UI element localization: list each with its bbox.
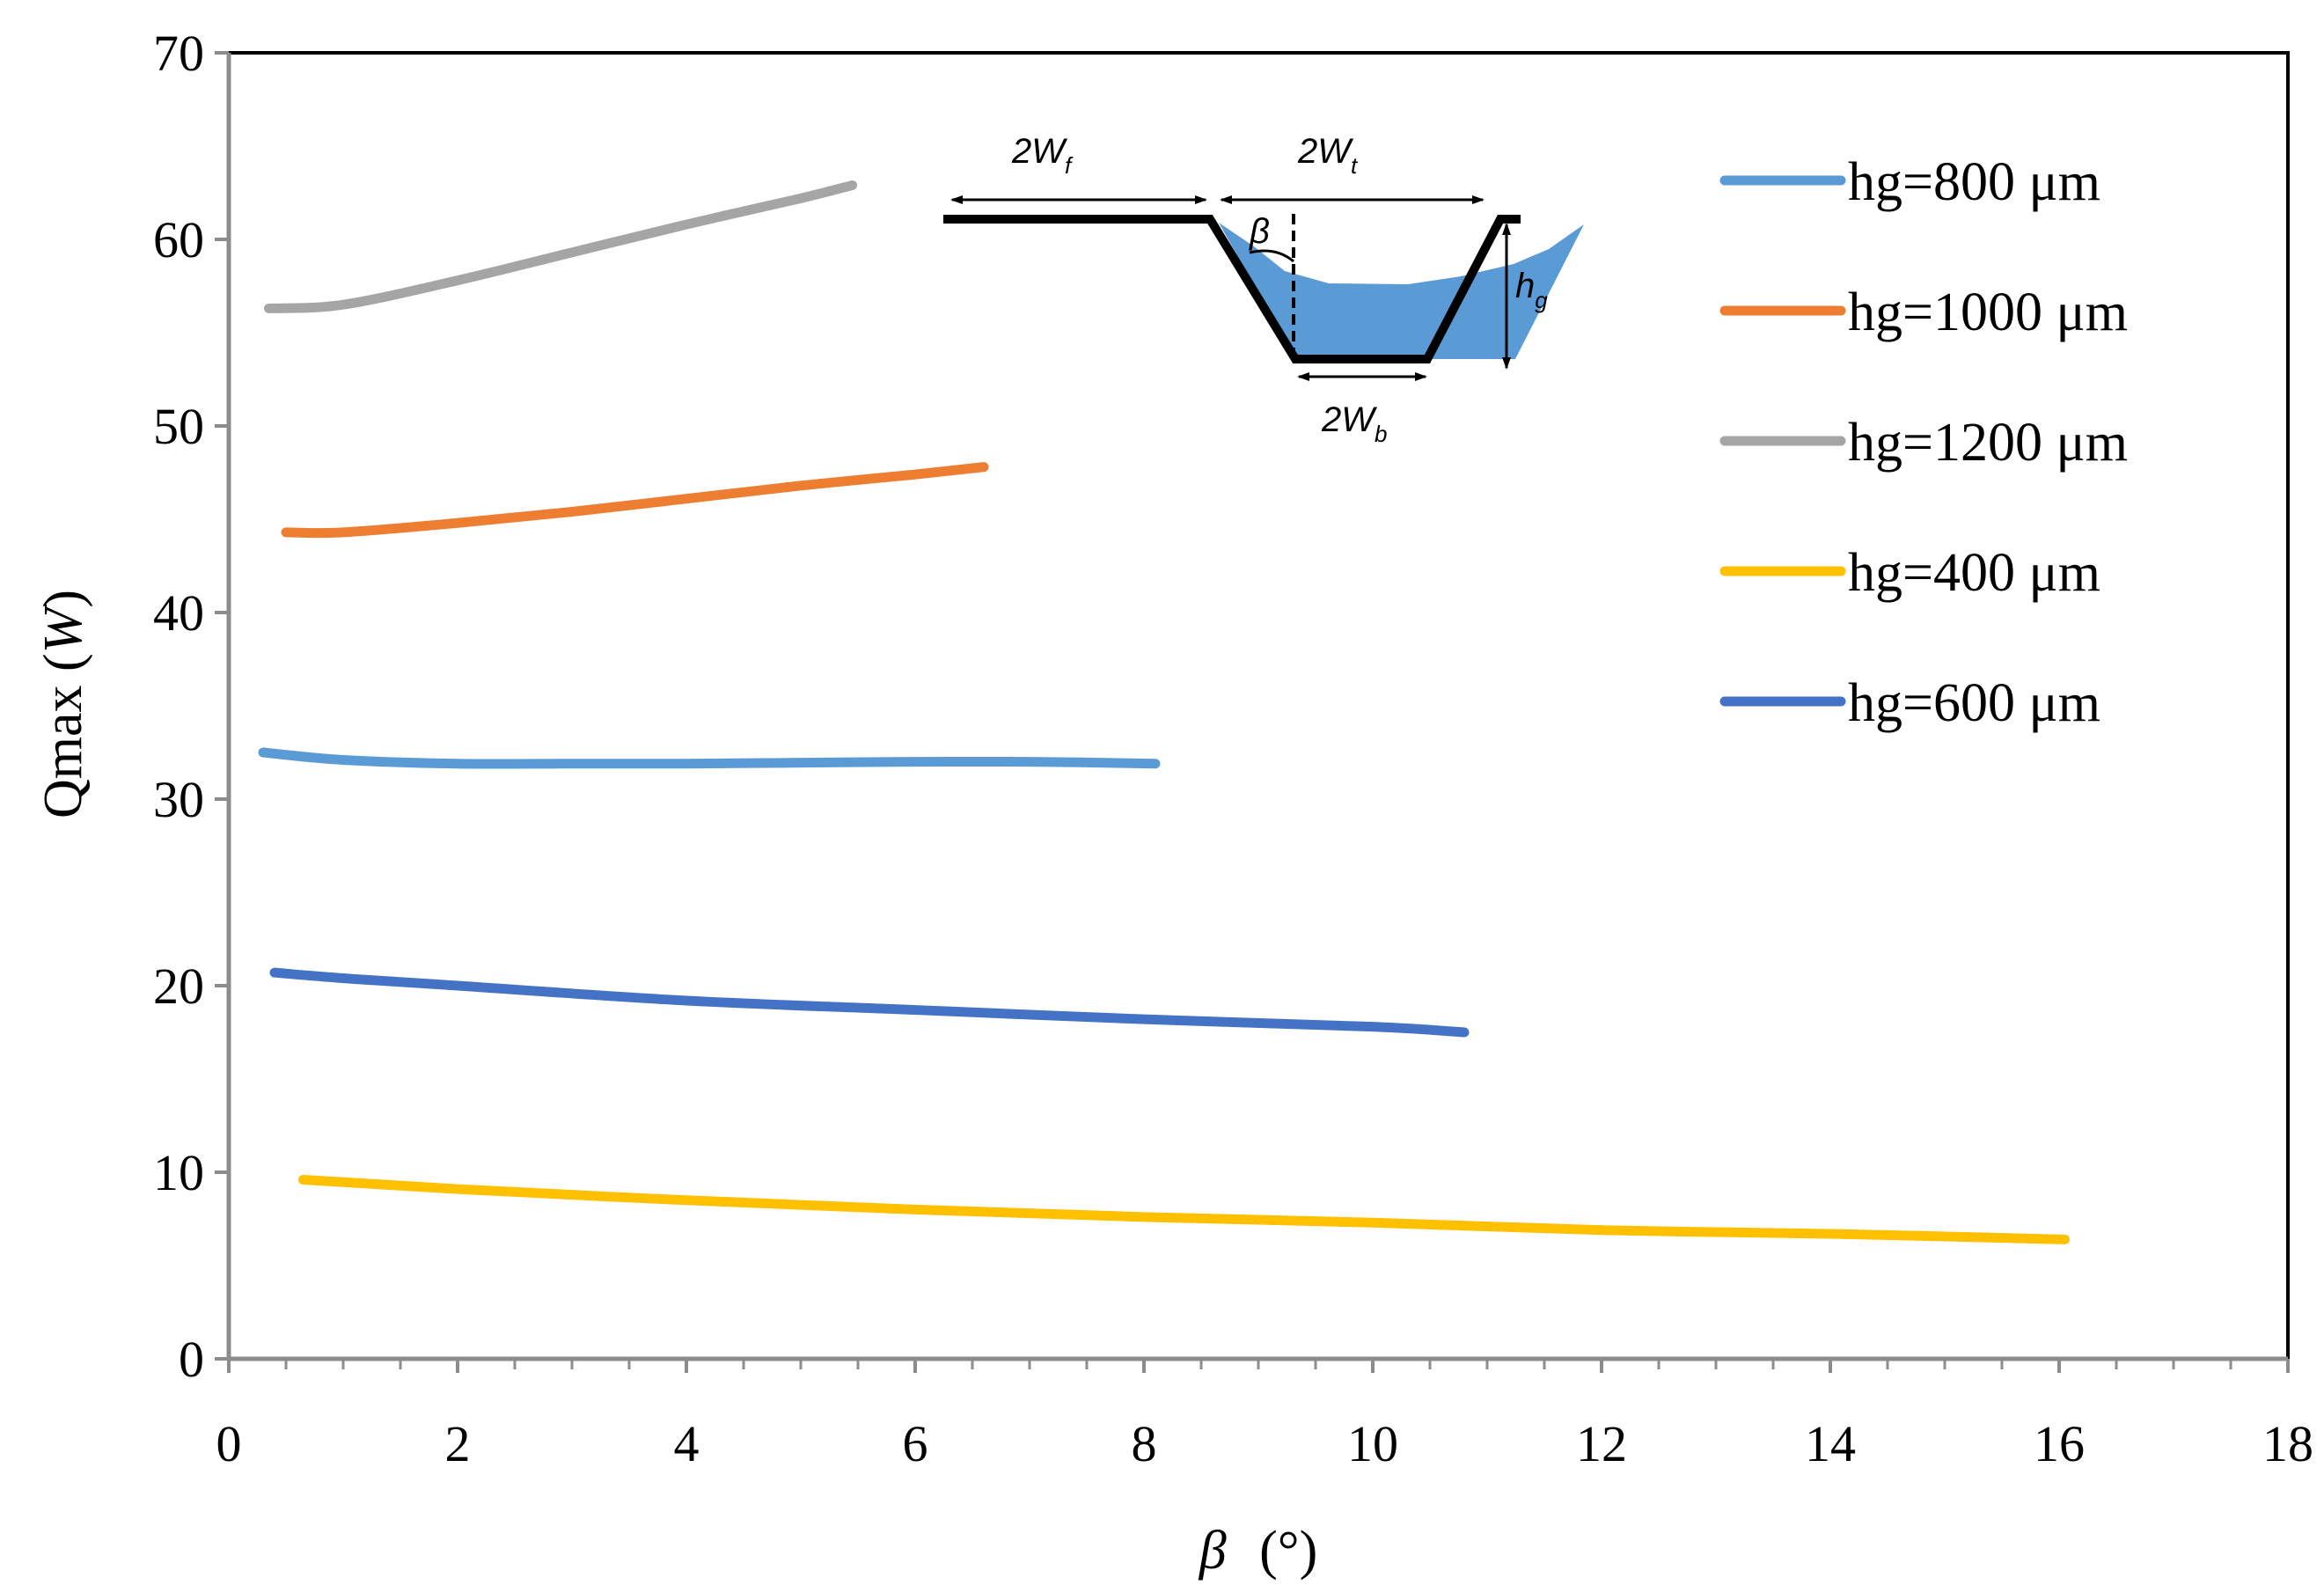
- y-tick-label: 60: [153, 211, 204, 268]
- x-tick-label: 2: [445, 1415, 471, 1472]
- x-tick-label: 12: [1576, 1415, 1627, 1472]
- y-tick-label: 70: [153, 25, 204, 82]
- x-tick-label: 8: [1132, 1415, 1157, 1472]
- wb-label: 2Wb: [1321, 400, 1387, 447]
- x-axis-unit: (°): [1259, 1521, 1317, 1581]
- legend-label-2: hg=1200 μm: [1848, 413, 2128, 473]
- y-tick-label: 30: [153, 771, 204, 828]
- y-axis-title: Qmax (W): [33, 590, 93, 818]
- y-tick-label: 10: [153, 1144, 204, 1201]
- x-axis-title: β (°): [1199, 1521, 1317, 1581]
- y-tick-label: 20: [153, 958, 204, 1015]
- legend-label-1: hg=1000 μm: [1848, 283, 2128, 342]
- x-axis-symbol: β: [1199, 1521, 1227, 1581]
- y-axis-quantity: Qmax: [33, 685, 93, 818]
- groove-fluid: [1219, 223, 1584, 359]
- groove-wall: [943, 215, 1521, 363]
- series-line-0: [258, 747, 1161, 769]
- legend: hg=800 μm hg=1000 μm hg=1200 μm hg=400 μm hg…: [1719, 152, 2128, 733]
- beta-label: β: [1249, 212, 1270, 251]
- series-line-4: [269, 967, 1470, 1038]
- legend-label-3: hg=400 μm: [1848, 543, 2100, 603]
- legend-label-0: hg=800 μm: [1848, 152, 2100, 212]
- series-line-2: [264, 180, 857, 313]
- hg-label: hg: [1515, 267, 1548, 313]
- x-tick-label: 0: [216, 1415, 242, 1472]
- axis-tick-labels: 0 2 4 6 8 10 12 14 16 18 0 10 20 30 40 50 60 70: [153, 25, 2313, 1472]
- x-tick-label: 18: [2262, 1415, 2313, 1472]
- legend-label-4: hg=600 μm: [1848, 673, 2100, 733]
- axis-ticks: [215, 51, 2290, 1373]
- x-tick-label: 10: [1347, 1415, 1398, 1472]
- y-tick-label: 50: [153, 398, 204, 455]
- beta-angle-arc: [1249, 249, 1294, 263]
- x-tick-label: 6: [903, 1415, 928, 1472]
- y-tick-label: 0: [179, 1331, 204, 1388]
- wt-label: 2Wt: [1297, 132, 1359, 179]
- wf-label: 2Wf: [1011, 132, 1074, 179]
- series-line-3: [298, 1174, 2070, 1244]
- groove-schematic: 2Wf 2Wt hg 2Wb β: [943, 132, 1584, 447]
- series-line-1: [281, 462, 989, 539]
- y-tick-label: 40: [153, 584, 204, 642]
- series-layer: [258, 180, 2070, 1244]
- x-tick-label: 4: [674, 1415, 700, 1472]
- x-tick-label: 16: [2034, 1415, 2085, 1472]
- y-axis-unit: W: [33, 603, 93, 653]
- x-tick-label: 14: [1805, 1415, 1856, 1472]
